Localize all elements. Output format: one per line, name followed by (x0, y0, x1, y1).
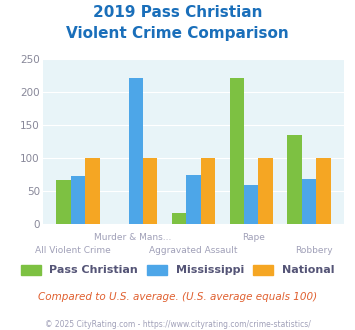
Text: Robbery: Robbery (295, 246, 333, 255)
Text: Violent Crime Comparison: Violent Crime Comparison (66, 26, 289, 41)
Bar (258, 158, 273, 224)
Bar (287, 135, 302, 224)
Text: © 2025 CityRating.com - https://www.cityrating.com/crime-statistics/: © 2025 CityRating.com - https://www.city… (45, 320, 310, 329)
Bar (244, 185, 258, 224)
Bar (71, 176, 85, 224)
Text: Rape: Rape (242, 233, 265, 242)
Bar (172, 213, 186, 224)
Text: All Violent Crime: All Violent Crime (35, 246, 111, 255)
Bar (302, 179, 316, 224)
Bar (316, 158, 331, 224)
Bar (201, 158, 215, 224)
Bar (230, 78, 244, 224)
Legend: Pass Christian, Mississippi, National: Pass Christian, Mississippi, National (21, 265, 334, 275)
Bar (129, 78, 143, 224)
Bar (143, 158, 157, 224)
Text: Aggravated Assault: Aggravated Assault (149, 246, 238, 255)
Text: Compared to U.S. average. (U.S. average equals 100): Compared to U.S. average. (U.S. average … (38, 292, 317, 302)
Bar (56, 180, 71, 224)
Bar (186, 175, 201, 224)
Text: 2019 Pass Christian: 2019 Pass Christian (93, 5, 262, 20)
Text: Murder & Mans...: Murder & Mans... (94, 233, 172, 242)
Bar (85, 158, 100, 224)
